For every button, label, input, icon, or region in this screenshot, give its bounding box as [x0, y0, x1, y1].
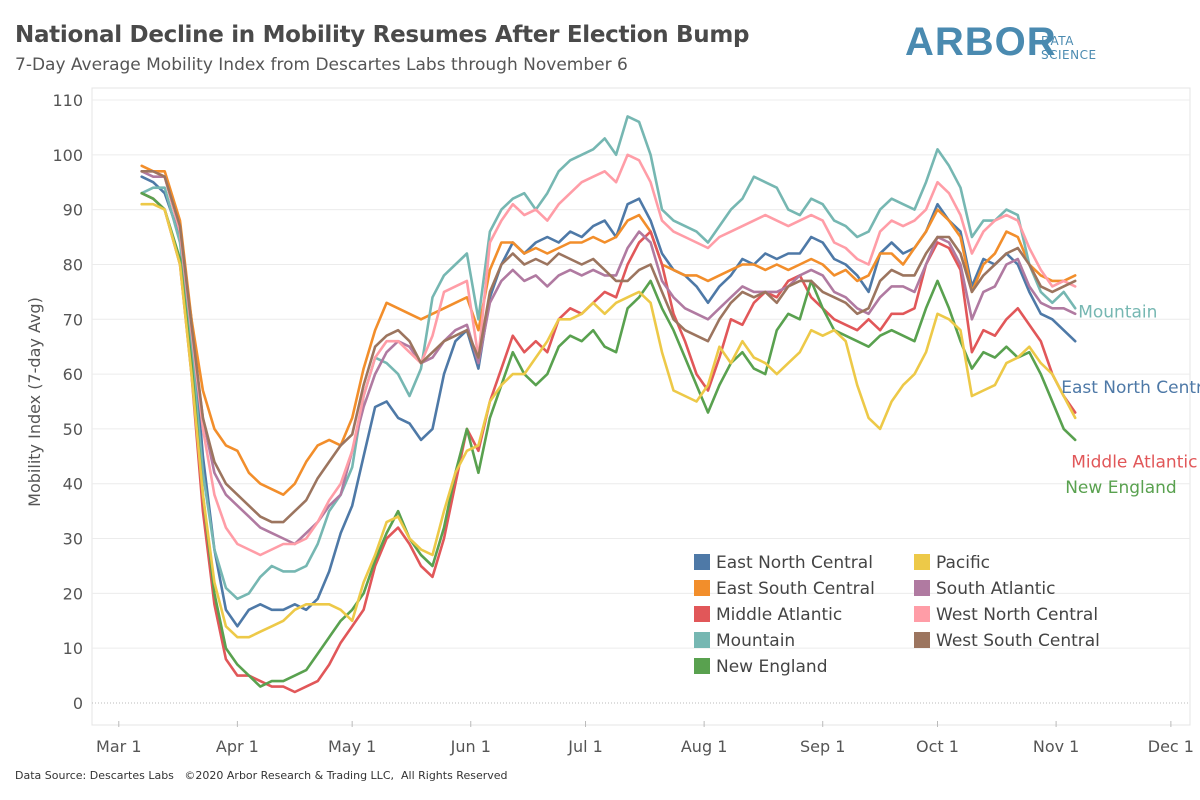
legend-swatch-middle-atlantic [694, 606, 710, 622]
end-label-middle-atlantic: Middle Atlantic [1071, 452, 1197, 472]
legend-label-new-england: New England [716, 657, 828, 677]
series-line-middle-atlantic [140, 191, 1077, 694]
x-tick-label: Dec 1 [1148, 737, 1194, 756]
series-line-west-south-central [140, 170, 1077, 524]
plot-frame [91, 87, 1191, 726]
legend-label-west-south-central: West South Central [936, 631, 1100, 651]
legend-swatch-west-north-central [914, 606, 930, 622]
series-lines [140, 115, 1077, 694]
legend-swatch-mountain [694, 632, 710, 648]
x-tick-label: Oct 1 [916, 737, 959, 756]
x-tick-label: Nov 1 [1033, 737, 1080, 756]
legend-swatch-new-england [694, 658, 710, 674]
y-axis-ticks: 0 10 20 30 40 50 60 70 80 90 100 110 [52, 91, 83, 713]
series-line-mountain [140, 115, 1077, 601]
x-axis-ticks: Mar 1 Apr 1 May 1 Jun 1 Jul 1 Aug 1 Sep 1 Oct 1… [96, 721, 1194, 756]
series-line-new-england [140, 191, 1077, 688]
y-tick-label: 90 [63, 201, 83, 220]
y-tick-label: 60 [63, 365, 83, 384]
legend-swatch-south-atlantic [914, 580, 930, 596]
legend: East North Central East South Central Midd… [694, 553, 1100, 677]
y-tick-label: 110 [52, 91, 83, 110]
legend-swatch-east-north-central [694, 554, 710, 570]
gridlines [91, 87, 1191, 726]
y-tick-label: 30 [63, 530, 83, 549]
legend-label-mountain: Mountain [716, 631, 795, 651]
x-tick-label: Apr 1 [216, 737, 259, 756]
legend-label-west-north-central: West North Central [936, 605, 1098, 625]
logo-wordmark: ARBOR [905, 20, 1057, 64]
legend-swatch-west-south-central [914, 632, 930, 648]
y-tick-label: 100 [52, 146, 83, 165]
y-tick-label: 50 [63, 420, 83, 439]
legend-label-east-south-central: East South Central [716, 579, 875, 599]
series-line-east-south-central [140, 164, 1077, 496]
x-tick-label: May 1 [328, 737, 376, 756]
legend-label-pacific: Pacific [936, 553, 990, 573]
y-tick-label: 80 [63, 255, 83, 274]
chart-title: National Decline in Mobility Resumes Aft… [15, 22, 750, 48]
x-tick-label: Sep 1 [800, 737, 845, 756]
logo-sub-science: SCIENCE [1041, 48, 1097, 62]
series-line-west-north-central [140, 153, 1077, 557]
x-tick-label: Jul 1 [567, 737, 603, 756]
x-tick-label: Mar 1 [96, 737, 141, 756]
legend-label-middle-atlantic: Middle Atlantic [716, 605, 842, 625]
y-tick-label: 40 [63, 475, 83, 494]
y-tick-label: 70 [63, 310, 83, 329]
chart-subtitle: 7-Day Average Mobility Index from Descar… [15, 55, 628, 75]
y-tick-label: 0 [73, 694, 83, 713]
legend-swatch-east-south-central [694, 580, 710, 596]
y-axis-title: Mobility Index (7-day Avg) [25, 297, 44, 507]
end-label-east-north-central: East North Central [1061, 378, 1200, 398]
y-tick-label: 20 [63, 584, 83, 603]
end-label-new-england: New England [1065, 478, 1177, 498]
x-tick-label: Aug 1 [681, 737, 728, 756]
series-end-labels: East North Central Middle Atlantic Mountai… [1061, 302, 1200, 498]
series-line-pacific [140, 202, 1077, 639]
legend-label-south-atlantic: South Atlantic [936, 579, 1055, 599]
x-tick-label: Jun 1 [450, 737, 491, 756]
logo-sub-data: DATA [1041, 34, 1074, 48]
y-tick-label: 10 [63, 639, 83, 658]
data-source-footer: Data Source: Descartes Labs ©2020 Arbor … [15, 769, 508, 782]
legend-label-east-north-central: East North Central [716, 553, 873, 573]
legend-swatch-pacific [914, 554, 930, 570]
end-label-mountain: Mountain [1078, 302, 1157, 322]
